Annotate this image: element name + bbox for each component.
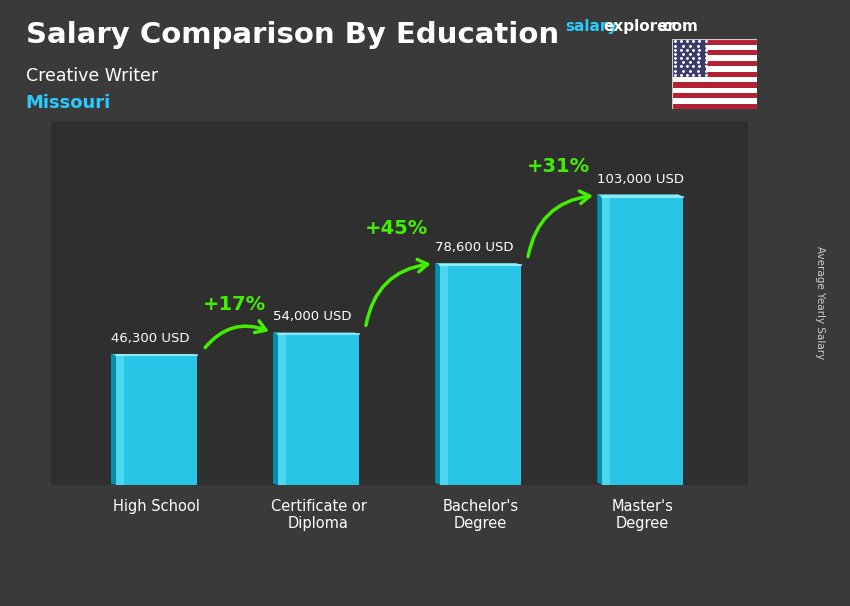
- Bar: [672, 66, 756, 72]
- Text: 46,300 USD: 46,300 USD: [111, 331, 190, 345]
- Bar: [672, 39, 705, 77]
- Text: salary: salary: [565, 19, 618, 35]
- Bar: [602, 197, 610, 485]
- Bar: [440, 265, 521, 485]
- Text: 54,000 USD: 54,000 USD: [273, 310, 352, 323]
- Bar: [440, 265, 448, 485]
- Bar: [278, 334, 359, 485]
- Bar: [278, 334, 286, 485]
- Bar: [602, 197, 683, 485]
- Text: explorer: explorer: [604, 19, 676, 35]
- Polygon shape: [273, 333, 278, 485]
- Polygon shape: [111, 355, 116, 485]
- Bar: [672, 104, 756, 109]
- Bar: [672, 45, 756, 50]
- Bar: [672, 93, 756, 98]
- Bar: [672, 72, 756, 77]
- Polygon shape: [435, 263, 440, 485]
- Bar: [672, 50, 756, 56]
- Bar: [672, 82, 756, 88]
- Bar: [672, 98, 756, 104]
- Text: .com: .com: [657, 19, 698, 35]
- Polygon shape: [435, 263, 521, 265]
- Polygon shape: [598, 195, 602, 485]
- Text: +31%: +31%: [527, 157, 590, 176]
- Bar: [672, 61, 756, 66]
- Bar: [116, 355, 197, 485]
- Bar: [116, 355, 124, 485]
- Text: Missouri: Missouri: [26, 94, 110, 112]
- Bar: [672, 56, 756, 61]
- Text: +45%: +45%: [365, 219, 428, 238]
- Bar: [672, 88, 756, 93]
- Text: 103,000 USD: 103,000 USD: [598, 173, 684, 185]
- Bar: [672, 77, 756, 82]
- Text: Salary Comparison By Education: Salary Comparison By Education: [26, 21, 558, 49]
- Bar: [672, 39, 756, 45]
- Text: 78,600 USD: 78,600 USD: [435, 241, 513, 255]
- Text: +17%: +17%: [202, 295, 266, 314]
- Polygon shape: [273, 333, 359, 334]
- Text: Average Yearly Salary: Average Yearly Salary: [815, 247, 825, 359]
- Polygon shape: [598, 195, 683, 197]
- Text: Creative Writer: Creative Writer: [26, 67, 157, 85]
